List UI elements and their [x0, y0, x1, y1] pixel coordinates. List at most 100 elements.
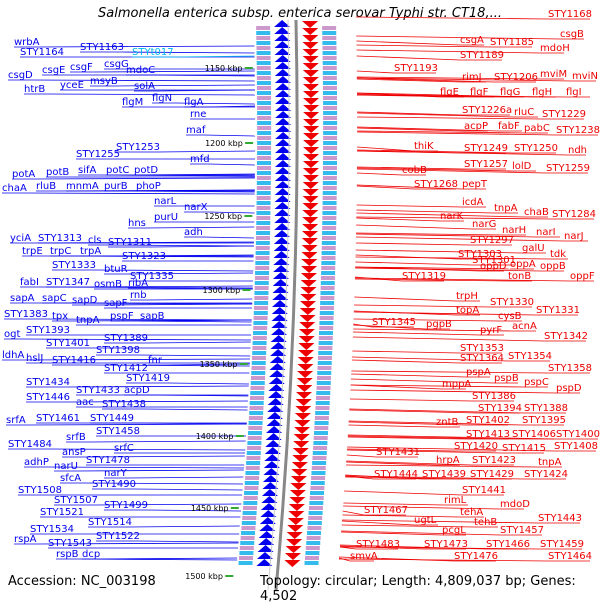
reverse-gene-arrow [256, 559, 273, 566]
reverse-gene-arrow [274, 27, 291, 34]
leader-line [341, 520, 415, 526]
composition-block [322, 81, 337, 85]
forward-gene-arrow [288, 511, 305, 518]
forward-gene-arrow [302, 42, 319, 49]
composition-block [313, 441, 328, 445]
forward-gene-arrow [303, 126, 320, 133]
leader-line [356, 209, 495, 214]
composition-block [323, 151, 338, 155]
composition-block [256, 176, 271, 180]
leader-line [346, 454, 377, 458]
gene-label-right: hrpA [436, 455, 460, 466]
reverse-gene-arrow [273, 265, 290, 272]
gene-label-right: ugtL [414, 515, 437, 526]
composition-block [311, 476, 326, 480]
composition-block [256, 56, 271, 60]
composition-block [322, 26, 337, 30]
composition-block [322, 61, 337, 65]
reverse-gene-arrow [275, 97, 292, 104]
gene-label-left: osmB [94, 279, 122, 290]
gene-label-right: flgI [566, 87, 582, 98]
forward-gene-arrow [298, 336, 315, 343]
gene-label-right: STY1483 [356, 539, 400, 550]
leader-line [353, 328, 513, 332]
leader-line [356, 78, 463, 83]
forward-gene-arrow [300, 280, 317, 287]
gene-label-right: cysB [498, 311, 522, 322]
gene-label-right: STY1303 [458, 249, 502, 260]
reverse-gene-arrow [273, 258, 290, 265]
composition-block [256, 186, 271, 190]
gene-label-right: oppB [540, 261, 566, 272]
composition-block [257, 111, 272, 115]
composition-block [253, 316, 268, 320]
forward-gene-arrow [286, 539, 303, 546]
forward-gene-arrow [302, 28, 319, 35]
reverse-gene-arrow [269, 370, 286, 377]
composition-block [244, 486, 259, 490]
reverse-gene-arrow [262, 475, 279, 482]
reverse-gene-arrow [274, 76, 291, 83]
forward-gene-arrow [285, 546, 302, 553]
leader-line [353, 331, 481, 336]
gene-label-right: STY1226a [462, 105, 512, 116]
gene-label-left: potC [106, 165, 129, 176]
composition-block [255, 271, 270, 275]
forward-gene-arrow [301, 231, 318, 238]
composition-block [317, 361, 332, 365]
gene-label-left: STY1449 [90, 413, 134, 424]
composition-block [252, 351, 267, 355]
forward-gene-arrow [300, 301, 317, 308]
composition-block [253, 326, 268, 330]
reverse-gene-arrow [272, 279, 289, 286]
composition-block [320, 281, 335, 285]
composition-block [314, 416, 329, 420]
gene-label-right: flgE [440, 87, 459, 98]
gene-label-right: tnpA [494, 203, 518, 214]
gene-label-right: chaB [524, 207, 549, 218]
forward-gene-arrow [299, 308, 316, 315]
composition-block [247, 441, 262, 445]
reverse-gene-arrow [269, 363, 286, 370]
reverse-gene-arrow [273, 244, 290, 251]
leader-line [121, 51, 255, 54]
forward-gene-arrow [294, 427, 311, 434]
composition-block [255, 241, 270, 245]
gene-label-left: purB [104, 181, 128, 192]
composition-block [256, 76, 271, 80]
composition-block [321, 251, 336, 255]
gene-label-left: STY1507 [54, 495, 98, 506]
composition-block [256, 196, 271, 200]
composition-block [256, 26, 271, 30]
composition-block [256, 191, 271, 195]
leader-line [87, 285, 253, 288]
composition-block [254, 286, 269, 290]
gene-label-right: mviM [540, 69, 567, 80]
leader-line [350, 389, 557, 394]
composition-block [256, 31, 271, 35]
gene-label-left: STY1255 [76, 149, 120, 160]
composition-block [313, 446, 328, 450]
forward-gene-arrow [302, 63, 319, 70]
gene-label-right: STY1457 [500, 525, 544, 536]
composition-block [252, 346, 267, 350]
leader-line [355, 16, 549, 20]
gene-label-right: STY1394 [478, 403, 522, 414]
reverse-gene-arrow [258, 538, 275, 545]
gene-label-left: mfd [190, 154, 210, 165]
composition-block [256, 206, 271, 210]
gene-label-left: STY1484 [8, 439, 52, 450]
leader-line [341, 530, 501, 536]
gene-label-left: STY1434 [26, 377, 70, 388]
forward-gene-arrow [303, 112, 320, 119]
leader-line [354, 296, 457, 302]
composition-block [323, 146, 338, 150]
forward-gene-arrow [302, 161, 319, 168]
composition-block [320, 286, 335, 290]
gene-label-left: trpE [22, 246, 43, 257]
forward-gene-arrow [302, 182, 319, 189]
leader-line [167, 382, 249, 385]
gene-label-right: trpH [456, 291, 478, 302]
composition-block [319, 306, 334, 310]
composition-block [313, 436, 328, 440]
